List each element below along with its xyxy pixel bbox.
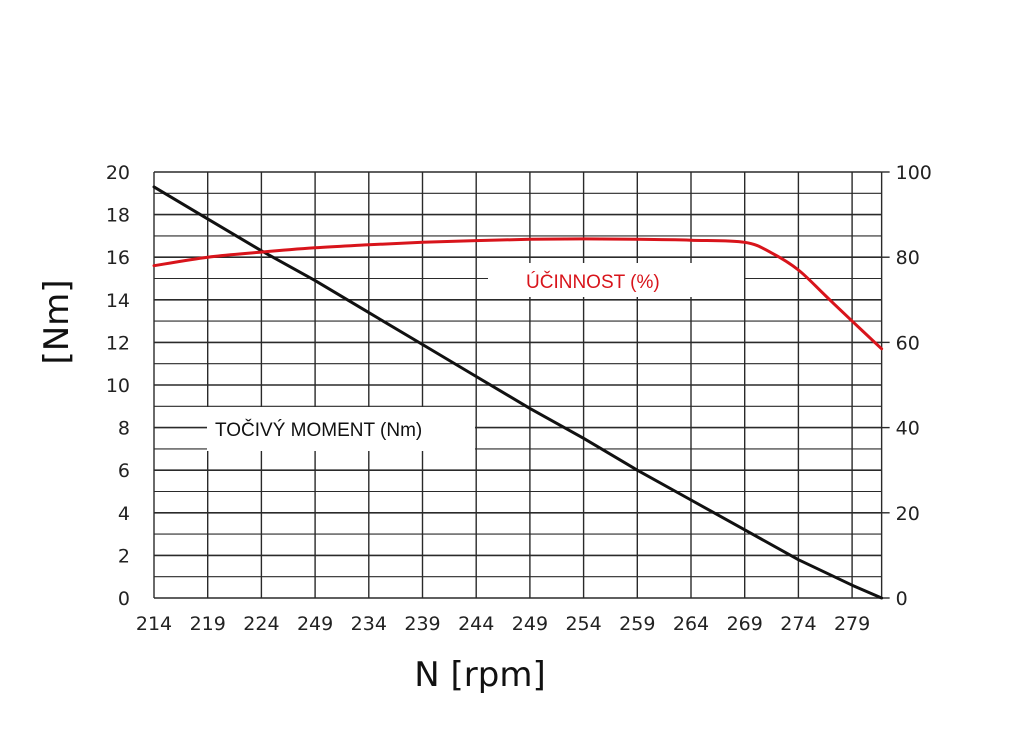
x-tick-label: 219 bbox=[190, 613, 226, 635]
x-tick-label: 244 bbox=[458, 613, 494, 635]
y-left-tick-label: 16 bbox=[106, 247, 130, 269]
x-tick-label: 239 bbox=[404, 613, 440, 635]
torque-label: TOČIVÝ MOMENT (Nm) bbox=[215, 419, 422, 441]
x-tick-label: 224 bbox=[243, 613, 279, 635]
grid bbox=[153, 171, 890, 599]
y-left-tick-label: 20 bbox=[106, 162, 130, 184]
y-left-tick-label: 18 bbox=[106, 205, 130, 227]
y-left-tick-label: 8 bbox=[118, 418, 130, 440]
x-tick-label: 259 bbox=[619, 613, 655, 635]
x-tick-labels: 214 219 224 249 234 239 244 249 254 259 264 269 274 2… bbox=[136, 613, 870, 635]
y-left-tick-label: 4 bbox=[118, 503, 130, 525]
x-tick-label: 279 bbox=[834, 613, 870, 635]
y-left-tick-label: 12 bbox=[106, 332, 130, 354]
y-right-tick-label: 60 bbox=[896, 332, 920, 354]
x-tick-label: 254 bbox=[565, 613, 601, 635]
y-right-tick-label: 20 bbox=[896, 503, 920, 525]
y-left-tick-label: 6 bbox=[118, 460, 130, 482]
y-left-tick-label: 10 bbox=[106, 375, 130, 397]
series bbox=[152, 185, 884, 600]
torque-label-box bbox=[207, 407, 475, 451]
x-tick-label: 214 bbox=[136, 613, 172, 635]
x-tick-label: 249 bbox=[297, 613, 333, 635]
x-tick-label: 264 bbox=[673, 613, 709, 635]
x-tick-label: 234 bbox=[351, 613, 387, 635]
efficiency-label-box bbox=[488, 263, 744, 297]
y-right-tick-label: 40 bbox=[896, 418, 920, 440]
y-right-tick-label: 80 bbox=[896, 247, 920, 269]
y-right-tick-label: 0 bbox=[896, 588, 908, 610]
x-axis-label: N [rpm] bbox=[414, 655, 545, 695]
efficiency-label: ÚČINNOST (%) bbox=[526, 271, 660, 293]
x-tick-label: 249 bbox=[512, 613, 548, 635]
y-right-tick-label: 100 bbox=[896, 162, 932, 184]
series-line-torque bbox=[152, 185, 884, 600]
series-line-efficiency bbox=[152, 237, 884, 351]
y-left-tick-labels: 0 2 4 6 8 10 12 14 16 18 20 bbox=[106, 162, 130, 610]
x-tick-label: 274 bbox=[780, 613, 816, 635]
x-tick-label: 269 bbox=[727, 613, 763, 635]
y-left-tick-label: 14 bbox=[106, 290, 130, 312]
y-left-tick-label: 2 bbox=[118, 545, 130, 567]
y-right-tick-labels: 0 20 40 60 80 100 bbox=[896, 162, 932, 610]
y-axis-label: [Nm] bbox=[37, 279, 77, 364]
y-left-tick-label: 0 bbox=[118, 588, 130, 610]
